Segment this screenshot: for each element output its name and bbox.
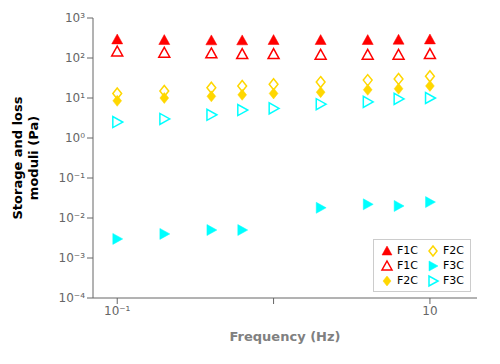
- svg-text:10: 10: [422, 304, 437, 318]
- html-text:F1C: F1C: [397, 244, 418, 257]
- svg-text:10⁻³: 10⁻³: [59, 251, 86, 265]
- html-text:F1C: F1C: [397, 259, 418, 272]
- svg-text:Frequency (Hz): Frequency (Hz): [230, 329, 341, 344]
- svg-text:10⁰: 10⁰: [65, 131, 85, 145]
- html-text:F3C: F3C: [443, 274, 464, 287]
- html-text:F2C: F2C: [443, 244, 464, 257]
- svg-text:10⁻⁴: 10⁻⁴: [59, 291, 86, 305]
- html-text:F2C: F2C: [397, 274, 418, 287]
- svg-text:10¹: 10¹: [65, 91, 85, 105]
- svg-text:10⁻¹: 10⁻¹: [59, 171, 86, 185]
- html-text:F3C: F3C: [443, 259, 464, 272]
- svg-text:10³: 10³: [65, 11, 85, 25]
- html-text:Storage and loss moduli (Pa): Storage and loss moduli (Pa): [10, 96, 41, 220]
- svg-text:10⁻¹: 10⁻¹: [104, 304, 131, 318]
- svg-text:10⁻²: 10⁻²: [59, 211, 86, 225]
- svg-text:10²: 10²: [65, 51, 85, 65]
